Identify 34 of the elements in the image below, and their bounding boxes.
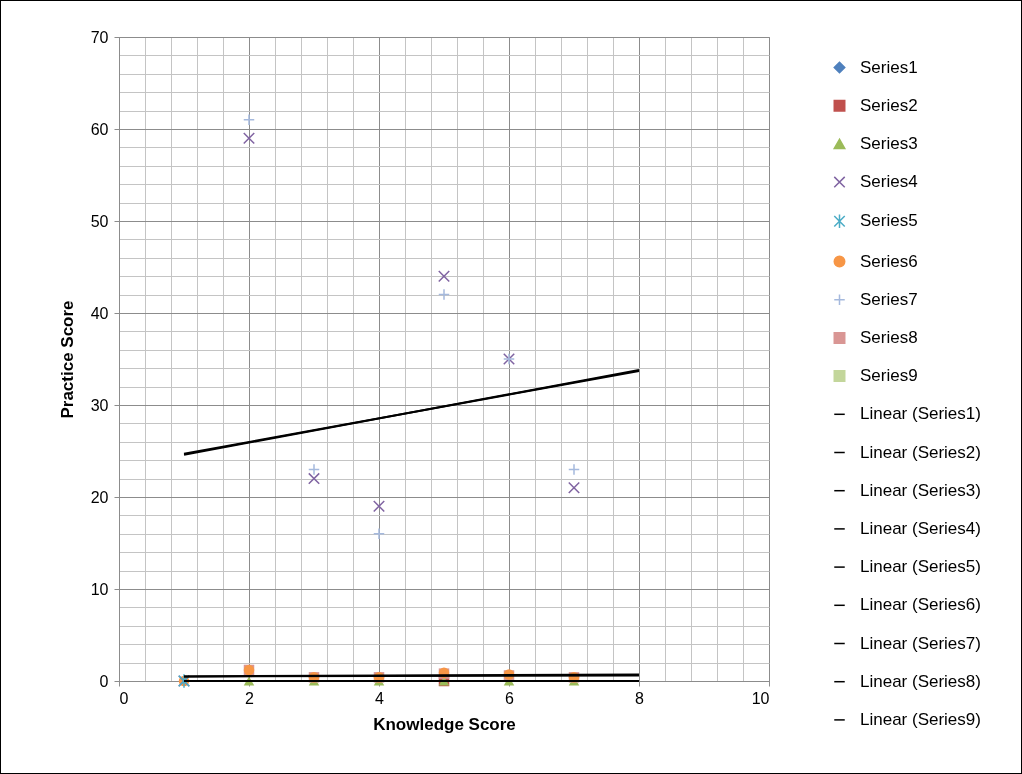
legend-label: Series8 [860,327,918,347]
x-tick-label: 6 [505,689,515,707]
legend-label: Linear (Series7) [860,633,981,653]
y-tick-label: 70 [90,28,109,46]
y-axis-title: Practice Score [57,300,77,419]
y-tick-label: 0 [99,672,109,690]
legend-label: Series3 [860,133,918,153]
legend-label: Linear (Series1) [860,404,981,424]
legend-label: Series2 [860,95,918,115]
legend-label: Linear (Series4) [860,518,981,538]
legend-label: Series9 [860,366,918,386]
y-tick-label: 50 [90,212,109,230]
y-tick-label: 40 [90,304,109,322]
legend-label: Linear (Series5) [860,557,981,577]
legend-label: Linear (Series2) [860,442,981,462]
x-tick-label: 10 [751,689,770,707]
legend-label: Series1 [860,57,918,77]
y-tick-label: 60 [90,120,109,138]
legend-label: Linear (Series3) [860,480,981,500]
x-tick-label: 0 [119,689,129,707]
legend-label: Linear (Series6) [860,595,981,615]
legend-label: Series7 [860,289,918,309]
legend-label: Series6 [860,251,918,271]
x-tick-label: 2 [245,689,255,707]
y-tick-label: 30 [90,396,109,414]
y-tick-label: 10 [90,580,109,598]
x-tick-label: 4 [375,689,385,707]
legend-label: Linear (Series9) [860,709,981,729]
x-tick-label: 8 [635,689,645,707]
legend-label: Series4 [860,172,918,192]
legend-label: Series5 [860,211,918,231]
y-tick-label: 20 [90,488,109,506]
legend-label: Linear (Series8) [860,671,981,691]
x-axis-title: Knowledge Score [373,714,516,734]
